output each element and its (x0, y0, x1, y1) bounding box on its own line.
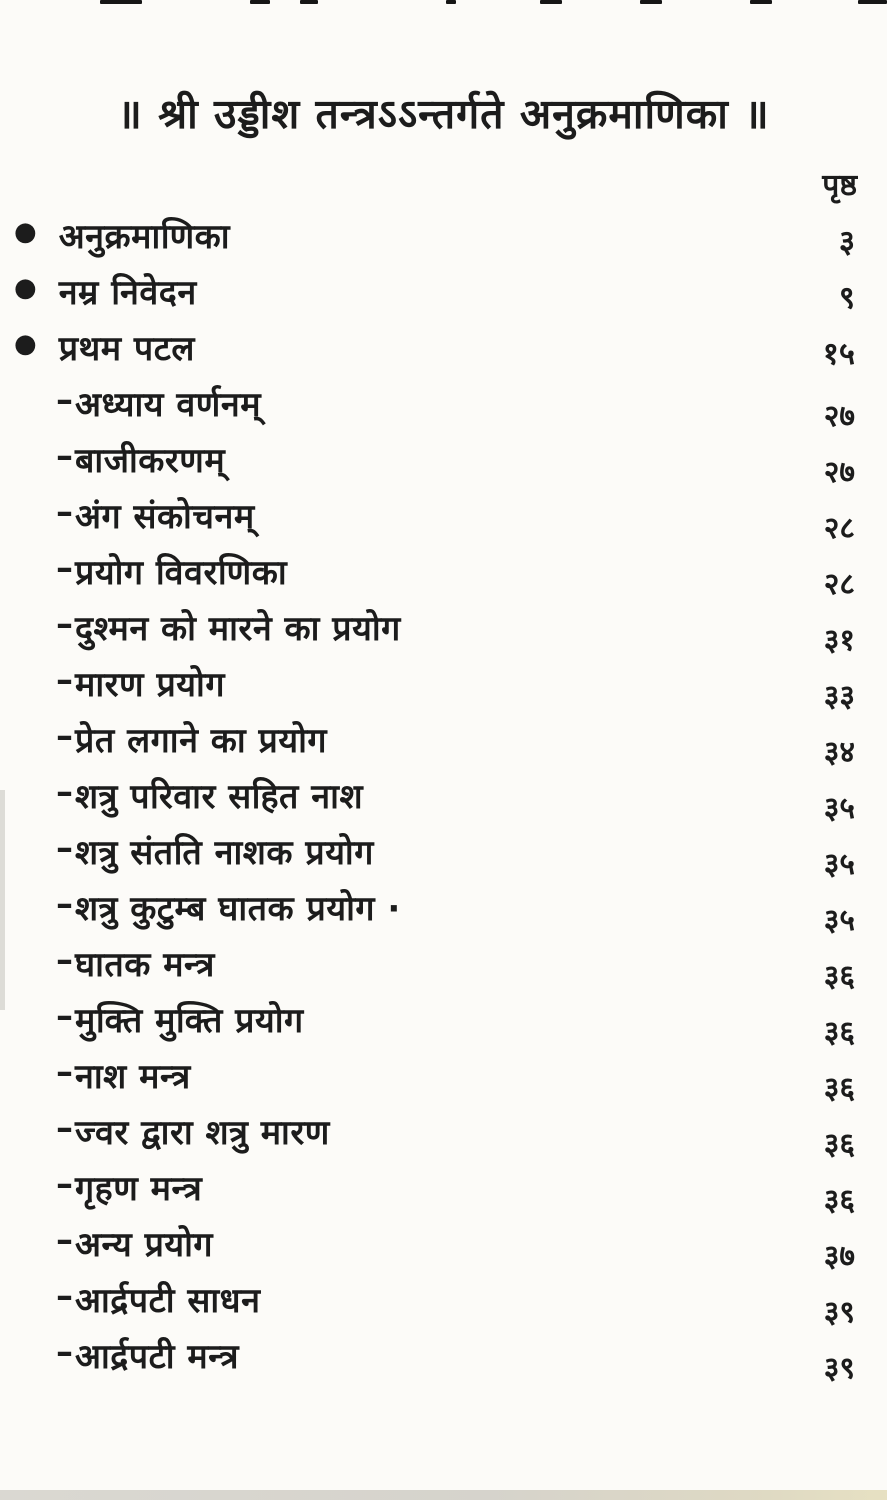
dash-icon: – (56, 380, 73, 420)
toc-entry-page-number: १५ (822, 336, 855, 372)
toc-row: – नाश मन्त्र ३६ (0, 1052, 887, 1108)
toc-row: – बाजीकरणम् २७ (0, 436, 887, 492)
toc-row: – गृहण मन्त्र ३६ (0, 1164, 887, 1220)
toc-row: – अन्य प्रयोग ३७ (0, 1220, 887, 1276)
toc-entry-page-number: ३९ (823, 1351, 855, 1386)
page-title: ॥ श्री उड्डीश तन्त्रऽऽन्तर्गते अनुक्रमाण… (117, 90, 770, 138)
toc-row: ● प्रथम पटल १५ (0, 324, 887, 380)
toc-entry-label: प्रथम पटल (58, 329, 195, 369)
toc-entry-label: आर्द्रपटी साधन (75, 1281, 261, 1321)
dash-icon: – (56, 604, 73, 644)
dash-icon: – (56, 1164, 73, 1204)
toc-entry-label: शत्रु संतति नाशक प्रयोग (75, 833, 374, 873)
toc-entry-page-number: ३७ (823, 1239, 855, 1274)
toc-row: – अंग संकोचनम् २८ (0, 492, 887, 548)
dash-icon: – (56, 716, 73, 756)
toc-row: ● अनुक्रमाणिका ३ (0, 212, 887, 268)
dash-icon: – (56, 660, 73, 700)
toc-entry-page-number: ३६ (823, 1071, 855, 1106)
toc-row: ● नम्र निवेदन ९ (0, 268, 887, 324)
toc-entry-page-number: ३६ (823, 1015, 855, 1050)
toc-row: – प्रयोग विवरणिका २८ (0, 548, 887, 604)
toc-row: – प्रेत लगाने का प्रयोग ३४ (0, 716, 887, 772)
bullet-icon: ● (14, 273, 37, 303)
toc-row: – अध्याय वर्णनम् २७ (0, 380, 887, 436)
toc-row: – दुश्मन को मारने का प्रयोग ३१ (0, 604, 887, 660)
bullet-icon: ● (14, 217, 37, 247)
toc-entry-page-number: ३ (838, 224, 855, 260)
dash-icon: – (56, 1220, 73, 1260)
dash-icon: – (56, 436, 73, 476)
toc-entry-page-number: २७ (823, 399, 855, 434)
toc-entry-label: नाश मन्त्र (75, 1057, 191, 1097)
toc-entry-label: मारण प्रयोग (75, 665, 225, 705)
dash-icon: – (56, 1052, 73, 1092)
toc-entry-page-number: ३९ (823, 1295, 855, 1330)
toc-entry-label: घातक मन्त्र (75, 945, 215, 985)
toc-entry-page-number: ९ (838, 280, 855, 316)
toc-entry-label: प्रयोग विवरणिका (75, 553, 288, 593)
toc-entry-page-number: २८ (823, 511, 855, 546)
toc-row: – मारण प्रयोग ३३ (0, 660, 887, 716)
dash-icon: – (56, 772, 73, 812)
toc-entry-label: नम्र निवेदन (58, 273, 197, 313)
toc-entry-page-number: ३६ (823, 1127, 855, 1162)
toc-entry-label: अध्याय वर्णनम् (75, 385, 262, 425)
dash-icon: – (56, 548, 73, 588)
toc-entry-label: अनुक्रमाणिका (58, 217, 231, 257)
toc-entry-label: ज्वर द्वारा शत्रु मारण (75, 1113, 330, 1153)
toc-entry-page-number: ३६ (823, 959, 855, 994)
toc-entry-page-number: २८ (823, 567, 855, 602)
toc-entry-page-number: ३५ (823, 903, 855, 938)
toc-entry-label: आर्द्रपटी मन्त्र (75, 1337, 240, 1377)
toc-entry-label: शत्रु कुटुम्ब घातक प्रयोग · (75, 889, 401, 929)
toc-entry-label: प्रेत लगाने का प्रयोग (75, 721, 328, 761)
toc-entry-page-number: २७ (823, 455, 855, 490)
toc-entry-label: अन्य प्रयोग (75, 1225, 214, 1265)
toc-row: – आर्द्रपटी मन्त्र ३९ (0, 1332, 887, 1388)
toc-entry-page-number: ३४ (823, 735, 855, 770)
toc-row: – घातक मन्त्र ३६ (0, 940, 887, 996)
toc-entry-label: अंग संकोचनम् (75, 497, 255, 537)
toc-row: – शत्रु परिवार सहित नाश ३५ (0, 772, 887, 828)
dash-icon: – (56, 492, 73, 532)
toc-row: – आर्द्रपटी साधन ३९ (0, 1276, 887, 1332)
toc-entry-label: मुक्ति मुक्ति प्रयोग (75, 1001, 304, 1041)
bullet-icon: ● (14, 329, 37, 359)
dash-icon: – (56, 884, 73, 924)
toc-entry-page-number: ३५ (823, 791, 855, 826)
toc-row: – ज्वर द्वारा शत्रु मारण ३६ (0, 1108, 887, 1164)
toc-row: – शत्रु संतति नाशक प्रयोग ३५ (0, 828, 887, 884)
toc-row: – मुक्ति मुक्ति प्रयोग ३६ (0, 996, 887, 1052)
toc-entry-page-number: ३३ (823, 679, 855, 714)
table-of-contents: ● अनुक्रमाणिका ३ ● नम्र निवेदन ९ ● प्रथम… (0, 212, 887, 1388)
dash-icon: – (56, 1276, 73, 1316)
dash-icon: – (56, 828, 73, 868)
toc-entry-page-number: ३१ (823, 623, 855, 658)
dash-icon: – (56, 996, 73, 1036)
toc-entry-label: शत्रु परिवार सहित नाश (75, 777, 364, 817)
toc-entry-label: दुश्मन को मारने का प्रयोग (75, 609, 401, 649)
toc-entry-page-number: ३५ (823, 847, 855, 882)
toc-row: – शत्रु कुटुम्ब घातक प्रयोग · ३५ (0, 884, 887, 940)
page-number-column-header: पृष्ठ (822, 168, 857, 203)
dash-icon: – (56, 1332, 73, 1372)
toc-entry-label: गृहण मन्त्र (75, 1169, 203, 1209)
toc-entry-label: बाजीकरणम् (75, 441, 226, 481)
scan-artifact-bottom-edge (0, 1490, 887, 1500)
scan-artifact-left-edge (0, 790, 5, 1010)
dash-icon: – (56, 940, 73, 980)
dash-icon: – (56, 1108, 73, 1148)
toc-entry-page-number: ३६ (823, 1183, 855, 1218)
